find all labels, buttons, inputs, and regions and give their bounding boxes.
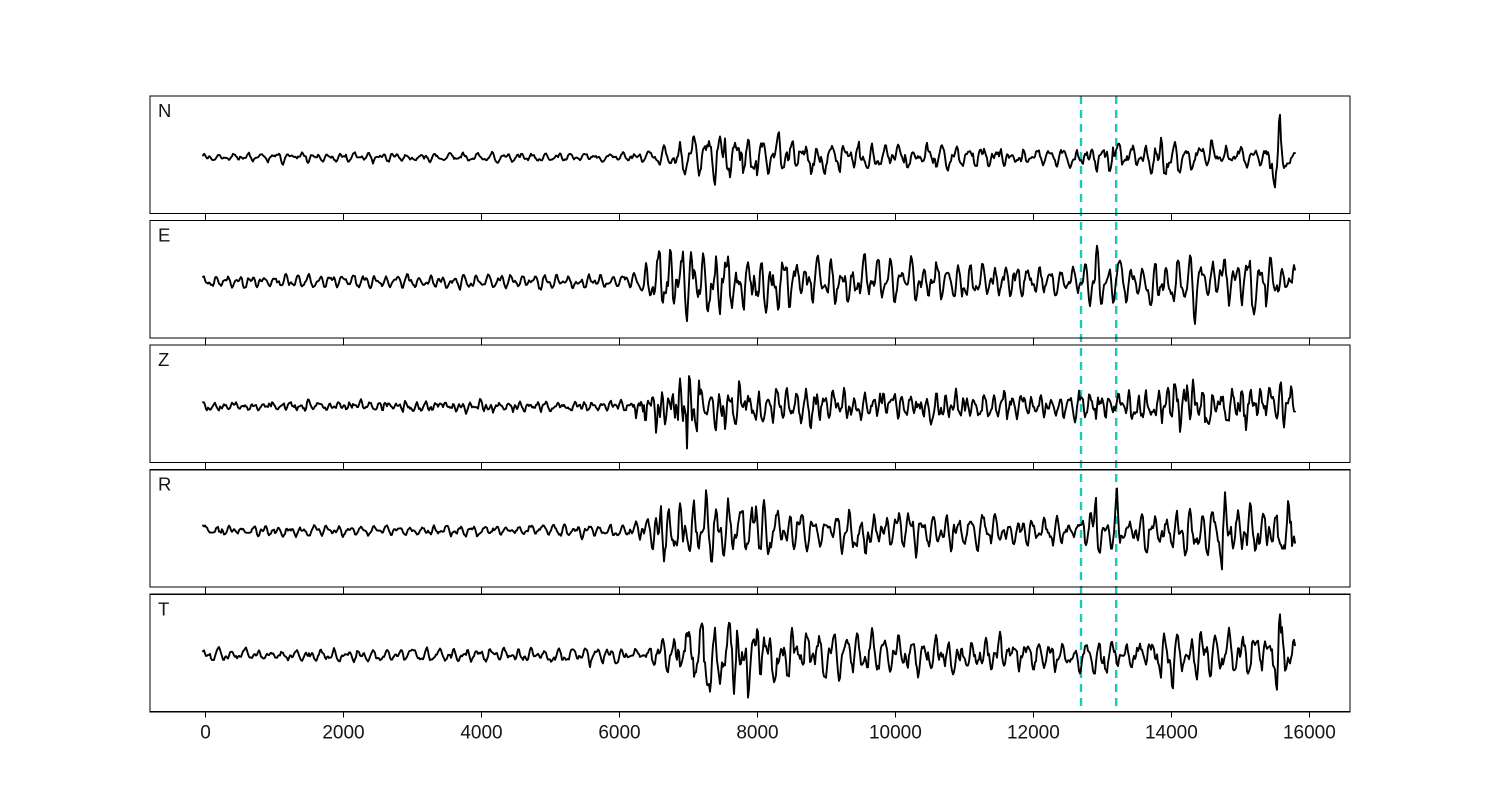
svg-text:16000: 16000	[1283, 723, 1336, 744]
svg-text:10000: 10000	[869, 723, 922, 744]
svg-text:8000: 8000	[736, 723, 778, 744]
svg-text:E: E	[158, 225, 170, 246]
svg-text:12000: 12000	[1007, 723, 1060, 744]
svg-text:14000: 14000	[1145, 723, 1198, 744]
svg-text:N: N	[158, 100, 171, 121]
svg-text:6000: 6000	[598, 723, 640, 744]
svg-text:T: T	[158, 598, 169, 619]
svg-text:Z: Z	[158, 349, 169, 370]
svg-text:2000: 2000	[322, 723, 364, 744]
svg-text:4000: 4000	[460, 723, 502, 744]
svg-text:0: 0	[200, 723, 211, 744]
svg-text:R: R	[158, 474, 171, 495]
